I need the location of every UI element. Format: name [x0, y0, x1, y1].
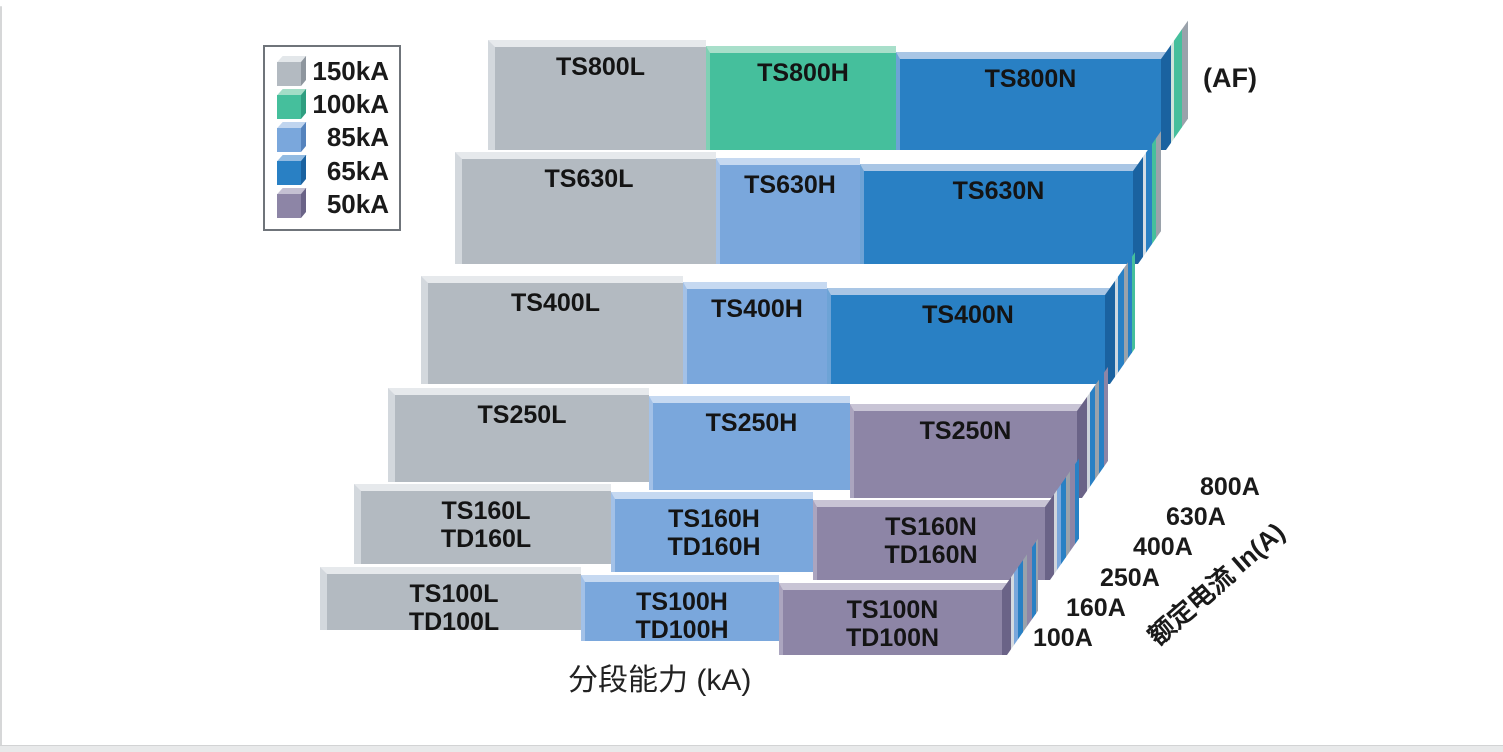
legend-item-50kA: 50kA [277, 188, 389, 219]
bar-segment-label: TS800H [757, 59, 849, 87]
legend-label: 50kA [326, 188, 389, 219]
depth-tick-250A: 250A [1100, 564, 1160, 592]
bar-endcap-630A [1138, 131, 1161, 264]
bar-segment-TS400L: TS400L [421, 276, 683, 384]
bar-segment-label: TS160N TD160N [884, 513, 978, 569]
legend-label: 150kA [312, 56, 389, 87]
depth-tick-100A: 100A [1033, 624, 1093, 652]
bar-segment-TS800H: TS800H [706, 46, 896, 150]
bar-segment-label: TS250H [705, 409, 798, 437]
bar-segment-label: TS630N [952, 177, 1045, 205]
endcap-stripe [1182, 20, 1188, 128]
bar-segment-label: TS630H [744, 171, 836, 199]
legend-swatch-50kA-icon [277, 188, 307, 219]
endcap-stripe [1104, 366, 1108, 467]
bar-segment-label: TS160L TD160L [440, 497, 532, 553]
bar-segment-TS800L: TS800L [488, 40, 706, 150]
depth-tick-160A: 160A [1066, 594, 1126, 622]
bar-segment-TS630L: TS630L [455, 152, 716, 264]
bar-segment-TS400H: TS400H [683, 282, 827, 384]
bar-segment-label: TS400H [711, 295, 803, 323]
bar-segment-label: TS800N [984, 65, 1077, 93]
legend-swatch-100kA-icon [277, 88, 307, 119]
legend-label: 85kA [326, 122, 389, 153]
bar-segment-label: TS160H TD160H [667, 505, 761, 561]
bar-segment-label: TS250N [919, 417, 1012, 445]
page-bottom-border [0, 745, 1503, 752]
bar-segment-TS100N: TS100N TD100N [779, 583, 1007, 655]
bar-segment-TS250L: TS250L [388, 388, 649, 482]
bar-segment-label: TS400N [922, 301, 1014, 329]
endcap-stripe [1156, 131, 1161, 239]
legend-label: 65kA [326, 155, 389, 186]
legend-label: 100kA [312, 89, 389, 120]
bar-segment-TS800N: TS800N [896, 52, 1166, 150]
bar-segment-TS630H: TS630H [716, 158, 860, 264]
endcap-stripe [1174, 29, 1182, 139]
page-left-border [0, 6, 2, 746]
bar-segment-TS160L: TS160L TD160L [354, 484, 611, 564]
bar-segment-TS400N: TS400N [827, 288, 1110, 384]
endcap-stripe [1036, 538, 1038, 614]
bar-endcap-400A [1110, 252, 1135, 384]
depth-tick-400A: 400A [1133, 533, 1193, 561]
bar-segment-TS630N: TS630N [860, 164, 1138, 264]
bar-segment-label: TS100L TD100L [408, 580, 500, 636]
legend-item-85kA: 85kA [277, 121, 389, 153]
frame-size-label: (AF) [1203, 63, 1257, 93]
legend-item-65kA: 65kA [277, 155, 389, 186]
depth-tick-630A: 630A [1166, 503, 1226, 531]
legend-item-150kA: 150kA [277, 55, 389, 87]
bar-segment-label: TS800L [556, 53, 645, 81]
legend-swatch-85kA-icon [277, 121, 307, 152]
bar-segment-label: TS100H TD100H [635, 588, 729, 644]
endcap-stripe [1075, 458, 1079, 545]
bar-segment-TS160N: TS160N TD160N [813, 500, 1050, 580]
bar-segment-label: TS400L [511, 289, 600, 317]
bar-segment-TS100L: TS100L TD100L [320, 567, 581, 636]
legend-swatch-65kA-icon [277, 155, 307, 186]
bar-segment-TS250H: TS250H [649, 396, 850, 490]
bar-segment-label: TS630L [544, 165, 634, 193]
bar-segment-label: TS250L [477, 401, 567, 429]
legend: 150kA 100kA 85kA 65kA 50kA [263, 45, 401, 231]
bar-segment-TS250N: TS250N [850, 404, 1082, 498]
bar-endcap-250A [1082, 366, 1108, 498]
depth-tick-800A: 800A [1200, 473, 1260, 501]
x-axis-title: 分段能力 (kA) [568, 664, 752, 697]
bar-segment-TS100H: TS100H TD100H [581, 575, 779, 644]
bar-segment-TS160H: TS160H TD160H [611, 492, 813, 572]
bar-endcap-800A [1166, 20, 1188, 150]
endcap-stripe [1132, 252, 1135, 353]
bar-segment-label: TS100N TD100N [845, 596, 940, 652]
legend-item-100kA: 100kA [277, 88, 389, 120]
legend-swatch-150kA-icon [277, 55, 307, 86]
